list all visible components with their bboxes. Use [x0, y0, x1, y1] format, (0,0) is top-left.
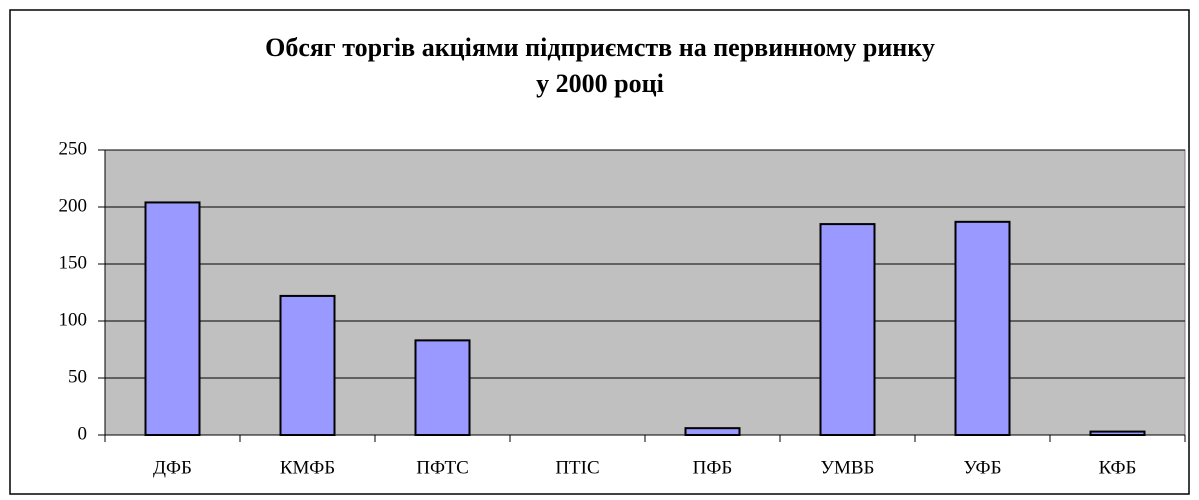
y-tick-label: 50	[68, 366, 87, 387]
x-tick-label: ДФБ	[153, 457, 192, 478]
x-tick-label: ПФБ	[693, 457, 733, 478]
x-tick-label: ПФТС	[416, 457, 469, 478]
x-tick-label: УФБ	[964, 457, 1002, 478]
y-tick-label: 100	[59, 309, 88, 330]
x-tick-label: ПТІС	[555, 457, 599, 478]
bar	[954, 220, 1011, 436]
chart-title: у 2000 році	[536, 69, 664, 98]
bar	[684, 427, 741, 437]
y-tick-label: 150	[59, 252, 88, 273]
bar	[819, 223, 876, 436]
bar	[279, 294, 336, 437]
y-tick-label: 0	[78, 423, 88, 444]
x-tick-label: КМФБ	[280, 457, 335, 478]
bar	[414, 339, 471, 437]
chart-title: Обсяг торгів акціями підприємств на перв…	[265, 33, 935, 62]
x-tick-label: КФБ	[1099, 457, 1137, 478]
bar	[1089, 430, 1146, 436]
bar	[144, 201, 201, 436]
x-tick-label: УМВБ	[821, 457, 875, 478]
y-tick-label: 250	[59, 138, 88, 159]
plot-area	[104, 149, 1186, 436]
y-tick-label: 200	[59, 195, 88, 216]
